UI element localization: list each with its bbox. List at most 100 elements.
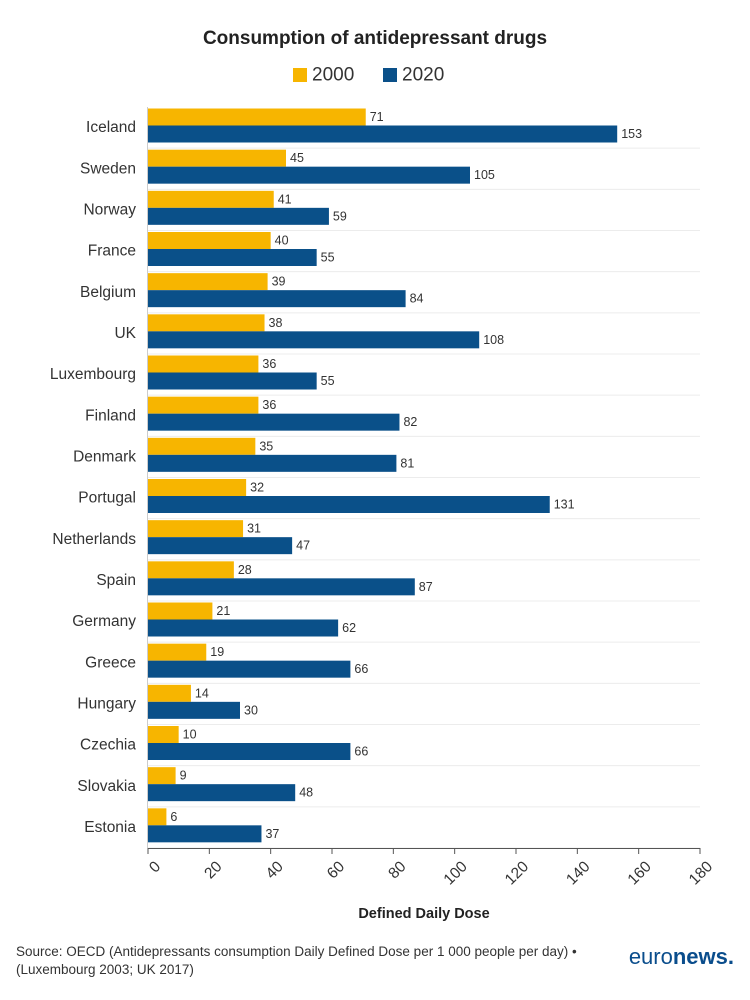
category-label: Greece — [85, 654, 136, 671]
bar-2020 — [148, 166, 470, 184]
legend-label: 2020 — [402, 65, 444, 86]
data-label: 9 — [180, 769, 187, 783]
data-label: 66 — [354, 662, 368, 676]
bar-2020 — [148, 372, 317, 390]
data-label: 45 — [290, 151, 304, 165]
category-label: Luxembourg — [50, 366, 136, 383]
data-label: 38 — [269, 316, 283, 330]
x-tick-label: 60 — [324, 858, 348, 882]
data-label: 32 — [250, 481, 264, 495]
data-label: 37 — [265, 827, 279, 841]
data-label: 81 — [400, 456, 414, 470]
data-label: 40 — [275, 234, 289, 248]
category-label: Denmark — [73, 448, 136, 465]
bar-2020 — [148, 537, 293, 555]
data-label: 31 — [247, 522, 261, 536]
bar-2000 — [148, 437, 256, 455]
data-label: 82 — [403, 415, 417, 429]
bar-2020 — [148, 619, 339, 637]
euronews-logo: euronews. — [629, 944, 734, 970]
bar-2020 — [148, 496, 550, 513]
data-label: 19 — [210, 645, 224, 659]
x-tick-label: 40 — [263, 858, 287, 882]
data-label: 36 — [262, 357, 276, 371]
chart-title: Consumption of antidepressant drugs — [202, 28, 548, 49]
category-label: Portugal — [78, 490, 136, 507]
x-tick-label: 80 — [385, 858, 409, 882]
category-label: France — [88, 243, 136, 260]
data-label: 62 — [342, 621, 356, 635]
data-label: 21 — [216, 604, 230, 618]
x-tick-label: 100 — [441, 858, 472, 889]
x-axis-title: Defined Daily Dose — [358, 906, 489, 922]
data-label: 153 — [621, 127, 642, 141]
logo-text-regular: euro — [628, 944, 673, 969]
category-label: Spain — [96, 572, 136, 589]
bar-2020 — [148, 578, 415, 596]
bar-2000 — [148, 726, 179, 743]
category-label: Germany — [72, 613, 136, 630]
category-label: Sweden — [80, 160, 136, 177]
x-tick-label: 180 — [686, 858, 717, 889]
bars-layer — [148, 108, 618, 843]
data-label: 87 — [419, 580, 433, 594]
bar-2020 — [148, 784, 296, 802]
data-label: 105 — [474, 168, 495, 182]
bar-2000 — [148, 602, 213, 620]
grid-layer — [148, 147, 700, 849]
bar-2020 — [148, 290, 406, 308]
bar-2020 — [148, 413, 400, 431]
data-label: 41 — [278, 192, 292, 206]
source-note: Source: OECD (Antidepressants consumptio… — [16, 944, 577, 977]
legend-swatch-2020 — [383, 68, 397, 82]
bar-2000 — [148, 314, 265, 332]
category-label: UK — [114, 325, 136, 342]
bar-2000 — [148, 643, 207, 661]
x-tick-label: 120 — [502, 858, 533, 889]
bar-2000 — [148, 232, 271, 249]
data-label: 10 — [183, 728, 197, 742]
bar-2000 — [148, 190, 274, 208]
data-label: 14 — [195, 686, 209, 700]
bar-2000 — [148, 108, 366, 126]
bar-2000 — [148, 520, 244, 538]
data-label: 84 — [410, 292, 424, 306]
legend-swatch-2000 — [293, 68, 307, 82]
x-tick-label: 160 — [625, 858, 656, 889]
data-label: 71 — [370, 110, 384, 124]
bar-2000 — [148, 561, 234, 579]
bar-2020 — [148, 331, 480, 349]
x-tick-label: 0 — [146, 858, 164, 876]
category-label: Czechia — [80, 737, 136, 754]
data-label: 35 — [259, 439, 273, 453]
data-label: 36 — [262, 398, 276, 412]
category-label: Estonia — [84, 819, 136, 836]
bar-2020 — [148, 701, 240, 719]
data-label: 55 — [321, 374, 335, 388]
data-label: 48 — [299, 786, 313, 800]
bar-2000 — [148, 479, 247, 496]
legend: 2000 2020 — [293, 65, 444, 86]
data-label: 30 — [244, 703, 258, 717]
category-label: Iceland — [86, 119, 136, 136]
bar-2000 — [148, 808, 167, 826]
bar-2020 — [148, 825, 262, 843]
category-label: Netherlands — [52, 531, 136, 548]
legend-label: 2000 — [312, 65, 354, 86]
category-label: Hungary — [77, 695, 136, 712]
bar-2000 — [148, 396, 259, 414]
category-label: Norway — [83, 201, 136, 218]
bar-2020 — [148, 454, 397, 472]
data-label: 47 — [296, 539, 310, 553]
x-tick-label: 140 — [563, 858, 594, 889]
bar-2000 — [148, 767, 176, 785]
data-label: 59 — [333, 209, 347, 223]
bar-2000 — [148, 273, 268, 291]
category-label: Belgium — [80, 284, 136, 301]
data-label: 108 — [483, 333, 504, 347]
bar-2020 — [148, 249, 317, 266]
data-label: 55 — [321, 251, 335, 265]
logo-text-bold: news. — [672, 944, 734, 969]
